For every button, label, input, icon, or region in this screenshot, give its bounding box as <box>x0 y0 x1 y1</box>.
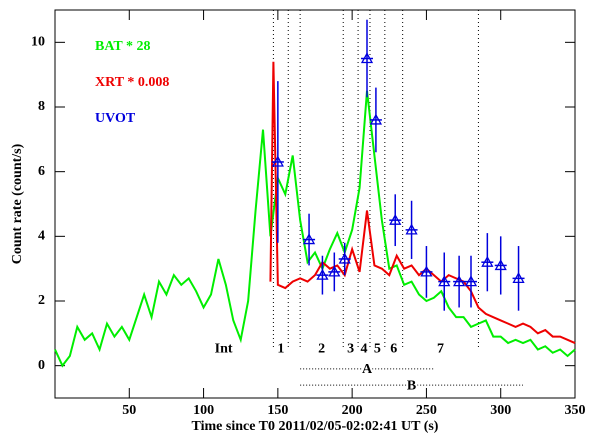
x-tick-label: 350 <box>565 403 586 418</box>
segment-label: 3 <box>347 342 354 357</box>
x-tick-label: 100 <box>193 403 214 418</box>
legend-entry: BAT * 28 <box>95 39 151 54</box>
data-point <box>389 213 402 225</box>
segment-label: Int <box>215 342 233 357</box>
plot-frame <box>54 9 576 399</box>
y-tick-label: 10 <box>31 35 45 50</box>
data-point <box>453 275 466 287</box>
x-tick-label: 300 <box>490 403 511 418</box>
data-point <box>271 155 284 167</box>
interval-label: B <box>407 378 416 393</box>
segment-label: 2 <box>318 342 325 357</box>
segment-label: 7 <box>437 342 444 357</box>
data-point <box>369 113 383 125</box>
legend-entry: XRT * 0.008 <box>95 75 169 90</box>
interval-label: A <box>362 362 373 377</box>
x-tick-label: 50 <box>122 403 136 418</box>
x-axis-label: Time since T0 2011/02/05-02:02:41 UT (s) <box>192 419 439 434</box>
data-point <box>438 275 451 287</box>
segment-label: 1 <box>277 342 284 357</box>
data-point <box>494 259 507 271</box>
series-line <box>54 90 576 368</box>
data-point <box>405 223 418 235</box>
y-tick-label: 0 <box>38 358 45 373</box>
data-point <box>338 252 351 264</box>
y-axis-label: Count rate (count/s) <box>10 143 25 264</box>
y-tick-label: 6 <box>38 164 45 179</box>
y-tick-label: 8 <box>38 99 45 114</box>
legend-entry: UVOT <box>95 111 136 126</box>
segment-label: 6 <box>390 342 397 357</box>
data-point <box>512 272 525 284</box>
x-tick-label: 150 <box>267 403 288 418</box>
data-point <box>328 265 341 277</box>
x-tick-label: 250 <box>416 403 437 418</box>
series-line <box>269 61 576 344</box>
y-tick-label: 4 <box>38 229 45 244</box>
data-point <box>481 255 494 267</box>
data-point <box>302 233 316 245</box>
data-point <box>420 265 433 277</box>
data-point <box>316 268 329 280</box>
x-tick-label: 200 <box>342 403 363 418</box>
y-tick-label: 2 <box>38 293 45 308</box>
segment-label: 5 <box>374 342 381 357</box>
data-point <box>464 275 478 287</box>
segment-label: 4 <box>361 342 368 357</box>
data-point <box>360 52 374 64</box>
